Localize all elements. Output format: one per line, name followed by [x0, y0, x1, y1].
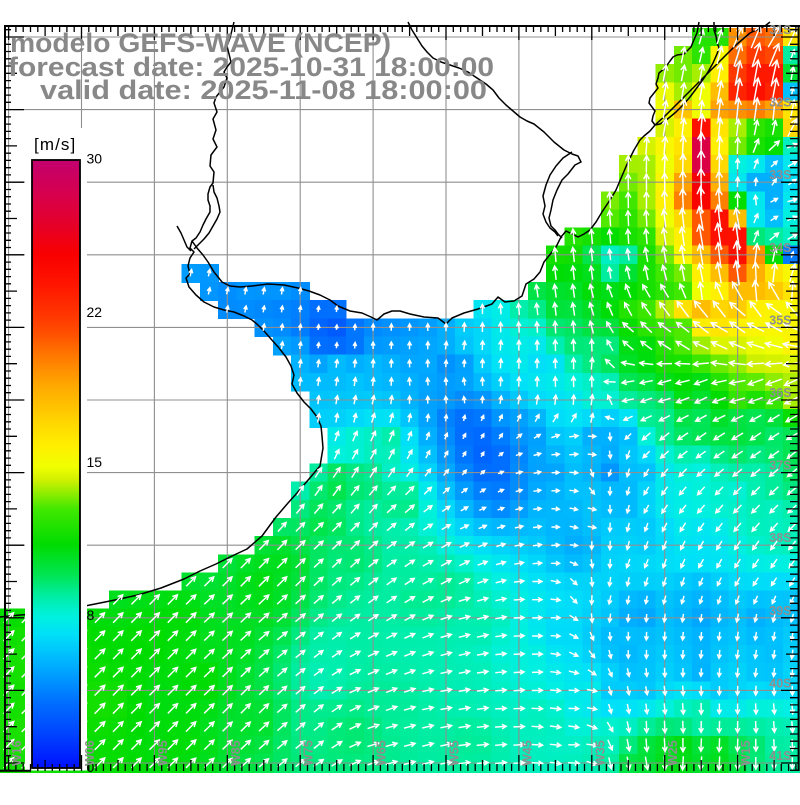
svg-text:39S: 39S	[769, 604, 791, 618]
svg-text:forecast date: 2025-10-31 18:0: forecast date: 2025-10-31 18:00:00	[8, 52, 494, 82]
svg-text:[m/s]: [m/s]	[34, 135, 76, 154]
svg-text:W06: W06	[83, 740, 97, 766]
svg-text:valid date: 2025-11-08 18:00:0: valid date: 2025-11-08 18:00:00	[40, 75, 487, 105]
svg-text:W65: W65	[375, 740, 389, 766]
svg-text:8: 8	[87, 607, 95, 623]
svg-text:40S: 40S	[769, 676, 791, 690]
svg-text:W75: W75	[302, 740, 316, 766]
svg-text:W25: W25	[666, 740, 680, 766]
svg-text:36S: 36S	[769, 386, 791, 400]
svg-text:22: 22	[87, 304, 103, 320]
svg-text:30: 30	[87, 151, 103, 167]
svg-text:31S: 31S	[769, 23, 791, 37]
svg-text:W35: W35	[593, 740, 607, 766]
svg-text:0: 0	[87, 759, 95, 775]
svg-text:37S: 37S	[769, 459, 791, 473]
svg-text:W45: W45	[520, 740, 534, 766]
svg-text:41S: 41S	[769, 749, 791, 763]
svg-text:W95: W95	[156, 740, 170, 766]
svg-text:W16: W16	[10, 740, 24, 766]
svg-text:38S: 38S	[769, 531, 791, 545]
svg-text:15: 15	[87, 454, 103, 470]
svg-text:modelo GEFS-WAVE (NCEP): modelo GEFS-WAVE (NCEP)	[10, 28, 391, 58]
svg-text:W15: W15	[739, 740, 753, 766]
svg-text:35S: 35S	[769, 313, 791, 327]
svg-text:34S: 34S	[769, 241, 791, 255]
svg-text:W55: W55	[448, 740, 462, 766]
svg-text:W85: W85	[229, 740, 243, 766]
svg-text:33S: 33S	[769, 168, 791, 182]
svg-text:32S: 32S	[769, 96, 791, 110]
